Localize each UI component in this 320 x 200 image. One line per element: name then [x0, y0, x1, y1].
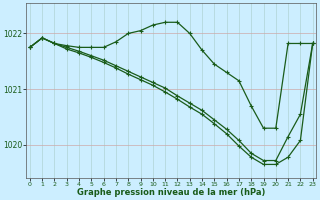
- X-axis label: Graphe pression niveau de la mer (hPa): Graphe pression niveau de la mer (hPa): [77, 188, 266, 197]
